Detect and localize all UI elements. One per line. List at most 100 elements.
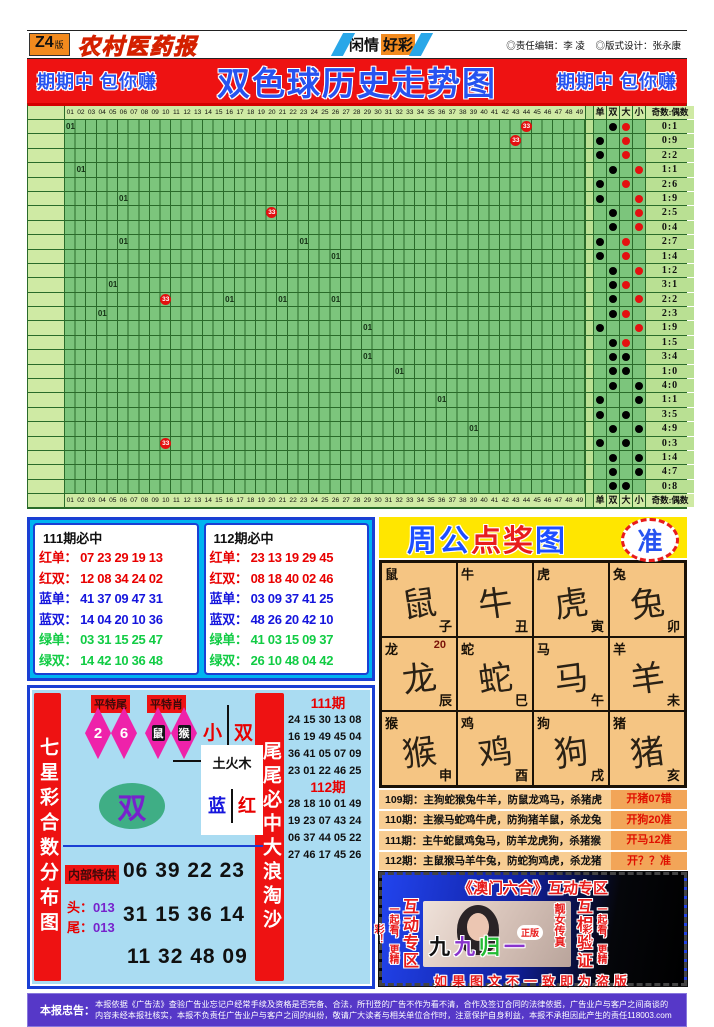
trend-gap-cell — [585, 235, 594, 249]
pick-row: 蓝单： 03 09 37 41 25 — [210, 589, 364, 610]
trend-row: 0:8 — [28, 479, 694, 495]
attribute-cell — [607, 321, 620, 335]
trend-number-mark: 01 — [119, 237, 128, 247]
trend-row-cells: 01 — [65, 307, 585, 321]
trend-row: 0:4 — [28, 220, 694, 236]
column-header: 36 — [437, 497, 446, 505]
period-number-row: 19 23 07 43 24 — [288, 815, 362, 828]
column-header: 41 — [491, 497, 499, 505]
zhougong-title-char: 点 — [471, 524, 503, 558]
pick-row-label: 蓝双： — [39, 611, 78, 627]
trend-number-mark: 01 — [225, 294, 235, 304]
zodiac-cell: 蛇蛇巳 — [457, 636, 533, 712]
column-header: 46 — [544, 497, 552, 505]
attribute-cell — [633, 307, 646, 321]
pick-box: 111期必中 红单： 07 23 29 19 13 红双： 12 08 34 24 02… — [33, 523, 199, 676]
column-header: 23 — [300, 497, 308, 505]
trend-row-cells: 01 — [65, 321, 585, 335]
pick-row-numbers: 12 08 34 24 02 — [80, 570, 163, 586]
attribute-cell — [620, 235, 633, 249]
period-111-label: 111期 — [310, 696, 346, 712]
attribute-cell — [594, 307, 607, 321]
prediction-result: 开猪07错 — [611, 790, 687, 809]
column-header: 43 — [512, 109, 520, 116]
size-dot — [635, 223, 643, 232]
size-dot — [622, 122, 630, 131]
attribute-cell — [620, 450, 633, 465]
fortune-diamond: 鼠 — [145, 707, 171, 760]
ratio-value: 1:1 — [646, 163, 694, 177]
column-header: 06 — [119, 497, 128, 505]
column-header: 14 — [204, 109, 212, 116]
pick-row-label: 红单： — [209, 550, 248, 566]
diamond-animal-label: 猴 — [177, 725, 191, 742]
red-ball-mark: 33 — [160, 437, 172, 449]
trend-gap-cell — [585, 321, 594, 335]
trend-gap-cell — [585, 263, 594, 278]
logo-char: 归 — [479, 935, 500, 960]
zodiac-grid: 鼠鼠子牛牛丑虎虎寅兔兔卯龙 20 龙辰蛇蛇巳马马午羊羊未猴猴申鸡鸡酉狗狗戌猪猪亥 — [379, 560, 687, 789]
column-header: 35 — [427, 497, 435, 505]
trend-row-cells: 33 — [65, 134, 585, 148]
attribute-cell — [633, 263, 646, 278]
column-header: 19 — [257, 109, 265, 116]
attribute-cell — [633, 407, 646, 422]
ratio-value: 2:2 — [646, 292, 694, 307]
trend-row: 01 1:1 — [28, 163, 694, 178]
pick-row: 红单： 23 13 19 29 45 — [210, 548, 364, 569]
attribute-cell — [633, 393, 646, 407]
column-header: 48 — [565, 109, 573, 116]
zodiac-cell: 马马午 — [533, 636, 609, 712]
column-header: 07 — [130, 109, 138, 116]
attribute-cell — [633, 235, 646, 249]
attribute-cell — [633, 450, 646, 465]
hong-label: 红 — [238, 796, 256, 817]
column-header: 05 — [109, 109, 117, 116]
pick-row: 红双： 08 18 40 02 46 — [210, 569, 364, 590]
column-header: 22 — [289, 497, 297, 505]
column-header: 38 — [459, 109, 467, 116]
attribute-cell — [620, 148, 633, 163]
prediction-row: 112期：主鼠猴马羊牛兔，防蛇狗鸡虎，杀龙猪 开？？准 — [379, 851, 687, 871]
attribute-cell — [594, 220, 607, 235]
edition-label: Z4 — [35, 34, 54, 51]
attribute-cell — [620, 436, 633, 450]
trend-row: 2:6 — [28, 177, 694, 192]
tou-row: 头：013 — [67, 897, 115, 916]
wei-row: 尾：013 — [67, 917, 115, 936]
trend-row: 01 1:1 — [28, 393, 694, 408]
attribute-cell — [633, 120, 646, 134]
column-header: 26 — [331, 109, 340, 116]
ratio-value: 0:8 — [646, 479, 694, 494]
zodiac-cell: 猪猪亥 — [609, 711, 685, 787]
trend-gap-cell — [585, 379, 594, 393]
column-header: 39 — [469, 497, 478, 505]
zodiac-animal-art: 牛 — [476, 584, 515, 626]
attribute-cell — [607, 235, 620, 249]
attribute-cell — [594, 436, 607, 450]
attribute-cell — [620, 134, 633, 148]
trend-column-headers: 01 02 03 04 05 06 07 08 09 10 11 12 13 14 15 16 17 18 19 20… — [65, 106, 585, 119]
attribute-header: 单 — [594, 106, 607, 119]
attribute-cell — [607, 134, 620, 148]
macau-title: 《澳门六合》互动专区 — [457, 880, 608, 898]
trend-row-label — [28, 307, 65, 321]
column-header: 17 — [236, 109, 244, 116]
divider — [231, 789, 233, 824]
trend-header-row: 01 02 03 04 05 06 07 08 09 10 11 12 13 14 15 16 17 18 19 20… — [28, 106, 694, 120]
trend-row: 01 3:4 — [28, 350, 694, 365]
attribute-cell — [594, 407, 607, 422]
trend-chart: 01 02 03 04 05 06 07 08 09 10 11 12 13 14 15 16 17 18 19 20… — [27, 103, 694, 510]
prediction-row: 110期：主猴马蛇鸡牛虎，防狗猪羊鼠，杀龙兔 开狗20准 — [379, 810, 687, 830]
attribute-header: 大 — [620, 106, 633, 119]
attribute-cell — [607, 307, 620, 321]
column-header: 04 — [98, 109, 106, 116]
qixing-banner: 七星彩合数分布图 — [34, 693, 61, 982]
column-header: 25 — [321, 109, 329, 116]
column-header: 31 — [384, 109, 393, 116]
attribute-cell — [620, 422, 633, 436]
column-header: 22 — [289, 109, 297, 116]
odd-even-dot — [609, 367, 617, 376]
odd-even-dot — [596, 194, 604, 203]
